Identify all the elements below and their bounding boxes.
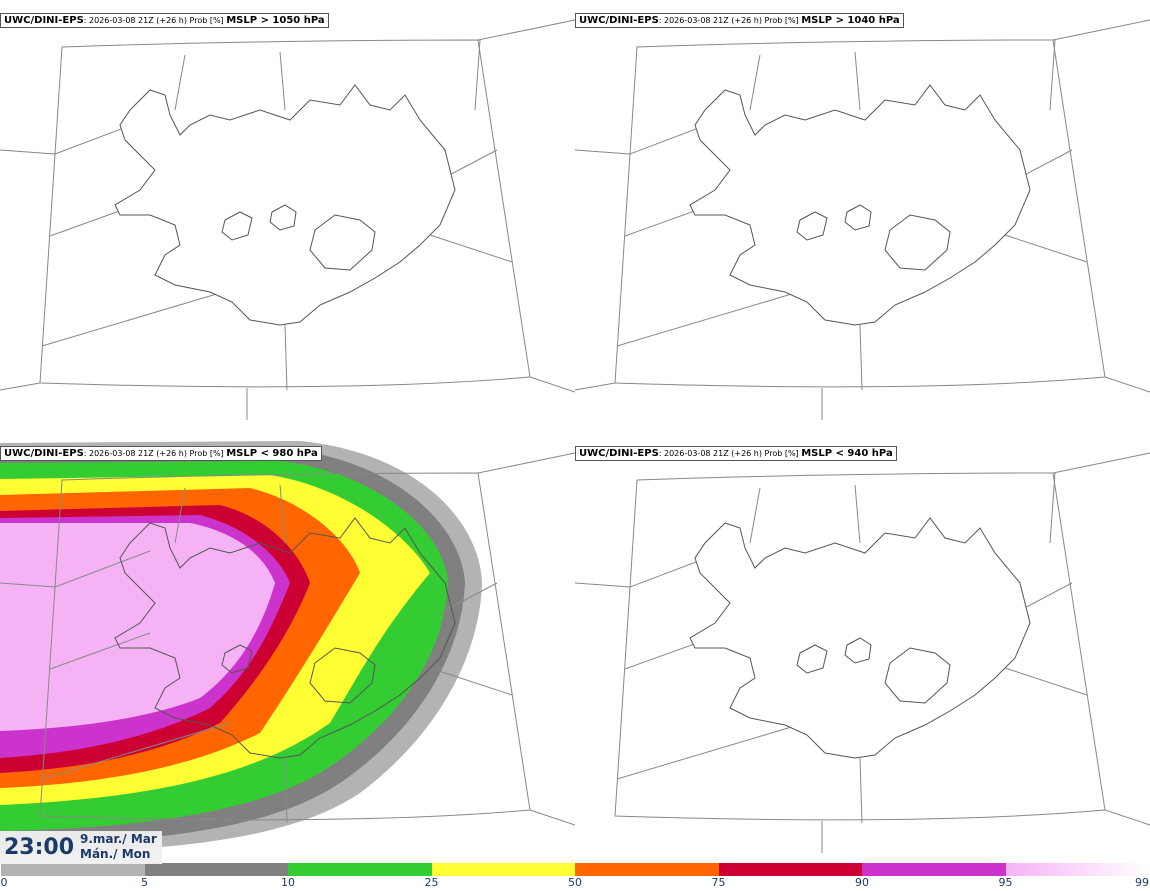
colorbar-segment [1,863,145,876]
panel-title: UWC/DINI-EPS: 2026-03-08 21Z (+26 h) Pro… [0,446,322,461]
map-svg [575,452,1150,853]
valid-date-line2: Mán./ Mon [80,847,151,861]
iceland-outline [114,517,456,759]
probability-field [0,441,482,853]
panel-title: UWC/DINI-EPS: 2026-03-08 21Z (+26 h) Pro… [0,13,329,28]
iceland-outline [689,84,1031,326]
valid-time-clock: 23:00 [4,835,75,860]
map-panel-mslp-gt-1040: UWC/DINI-EPS: 2026-03-08 21Z (+26 h) Pro… [575,0,1150,423]
panel-title: UWC/DINI-EPS: 2026-03-08 21Z (+26 h) Pro… [575,13,904,28]
map-panel-mslp-gt-1050: UWC/DINI-EPS: 2026-03-08 21Z (+26 h) Pro… [0,0,575,423]
colorbar-tick-label: 99 [1135,876,1149,889]
colorbar-segment [718,863,862,876]
colorbar-tick-label: 90 [855,876,869,889]
map-grid [0,452,575,826]
colorbar-segment [575,863,719,876]
map-grid [575,452,1150,853]
map-panel-mslp-lt-940: UWC/DINI-EPS: 2026-03-08 21Z (+26 h) Pro… [575,433,1150,856]
colorbar-segment [288,863,432,876]
iceland-outline [114,84,456,326]
colorbar-tick-label: 25 [424,876,439,889]
colorbar-segment [862,863,1006,876]
colorbar-segment [431,863,575,876]
map-panel-mslp-lt-980: UWC/DINI-EPS: 2026-03-08 21Z (+26 h) Pro… [0,433,575,856]
colorbar-segment [144,863,288,876]
colorbar-segment [1005,863,1149,876]
colorbar-tick-label: 50 [568,876,582,889]
map-svg [575,19,1150,420]
colorbar-tick-label: 0 [0,876,8,889]
valid-time-date: 9.mar./ Mar Mán./ Mon [80,832,157,862]
panel-title: UWC/DINI-EPS: 2026-03-08 21Z (+26 h) Pro… [575,446,897,461]
colorbar-tick-label: 75 [711,876,726,889]
valid-time-box: 23:00 9.mar./ Mar Mán./ Mon [0,831,162,864]
probability-colorbar: 0 5 10 25 50 75 90 95 99 [0,862,1150,891]
colorbar-tick-label: 5 [141,876,148,889]
colorbar-tick-label: 10 [281,876,295,889]
map-svg [0,441,575,853]
colorbar-tick-label: 95 [998,876,1013,889]
valid-date-line1: 9.mar./ Mar [80,832,157,846]
iceland-outline [689,517,1031,759]
map-svg [0,19,575,420]
